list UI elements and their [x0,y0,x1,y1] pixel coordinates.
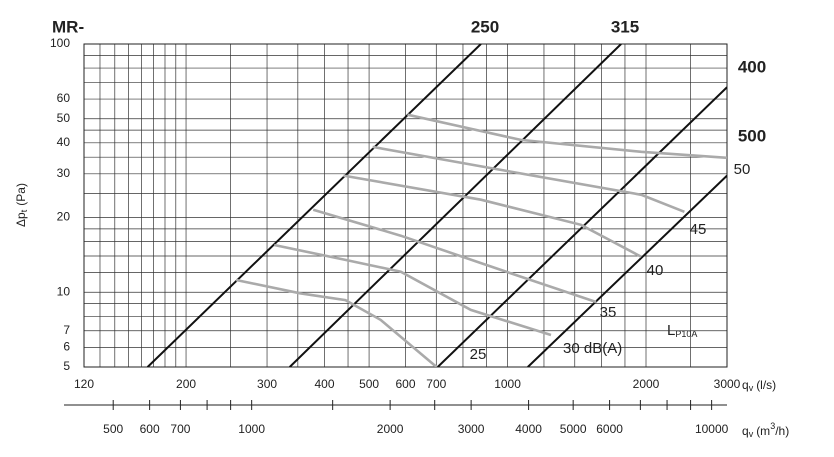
series-line [407,113,727,160]
series-label: 45 [690,221,707,238]
y-tick-label: 10 [57,284,71,298]
x2-tick-label: 6000 [596,422,623,436]
x2-tick-label: 700 [170,422,190,436]
x2-tick-label: 10000 [695,422,729,436]
series-line [312,208,597,304]
series-label: 35 [600,304,617,321]
x-tick-label: 400 [314,377,334,391]
series-line [343,174,642,258]
series-label: 50 [734,161,751,178]
x-tick-label: 600 [395,377,415,391]
x-tick-label: 700 [426,377,446,391]
y-tick-label: 7 [63,323,70,337]
series-line [527,174,727,367]
series-label: 30 dB(A) [563,340,622,357]
series-label: 40 [647,262,664,279]
x2-tick-label: 500 [103,422,123,436]
series-label: 315 [611,17,639,36]
series-label: 500 [738,126,766,145]
x2-axis-label: qv (m3/h) [742,421,789,439]
series-line [372,145,685,214]
y-tick-label: 20 [57,210,71,224]
series-label: 250 [471,17,499,36]
x2-tick-label: 1000 [238,422,265,436]
x-tick-label: 1000 [494,377,521,391]
x-tick-label: 3000 [714,377,741,391]
y-axis-label: Δpt(Pa) [14,183,29,227]
x2-tick-label: 600 [140,422,160,436]
series-line [437,86,727,367]
y-tick-label: 100 [50,36,70,50]
y-tick-label: 5 [63,359,70,373]
y-tick-label: 60 [57,91,71,105]
series-label: 25 [470,346,487,363]
chart-title: MR- [52,17,84,36]
x2-tick-label: 4000 [515,422,542,436]
x-tick-label: 120 [74,377,94,391]
series-label: 400 [738,57,766,76]
series-line [273,243,552,337]
x-tick-label: 2000 [633,377,660,391]
y-tick-label: 6 [63,340,70,354]
x2-tick-label: 5000 [560,422,587,436]
x-axis-label: qv (l/s) [742,378,776,393]
x2-tick-label: 2000 [377,422,404,436]
x2-tick-label: 3000 [458,422,485,436]
series-line [289,44,622,367]
y-tick-label: 50 [57,111,71,125]
x-tick-label: 300 [257,377,277,391]
y-tick-label: 30 [57,166,71,180]
x-tick-label: 500 [359,377,379,391]
plot-frame [83,43,728,368]
series-line [235,278,438,367]
x-tick-label: 200 [176,377,196,391]
y-tick-label: 40 [57,135,71,149]
series-line [146,44,482,367]
